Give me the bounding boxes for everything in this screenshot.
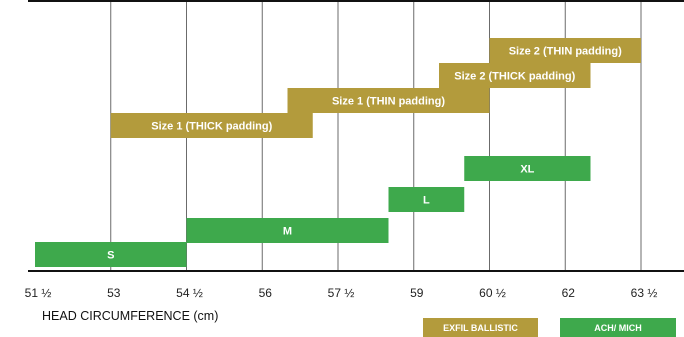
legend-swatch: [560, 318, 676, 337]
x-tick-label: 53: [107, 286, 121, 300]
x-axis-title: HEAD CIRCUMFERENCE (cm): [42, 309, 218, 323]
bar: [287, 88, 490, 113]
bar: [110, 113, 313, 138]
legend-label: EXFIL BALLISTIC: [443, 323, 518, 333]
legend-swatch: [423, 318, 538, 337]
bar-label: XL: [520, 164, 534, 176]
bar-label: S: [107, 250, 114, 262]
bar-label: Size 2 (THIN padding): [509, 46, 622, 58]
bar-label: M: [283, 226, 292, 238]
bar: [489, 38, 641, 63]
bar-label: Size 1 (THICK padding): [151, 121, 272, 133]
x-tick-labels: 51 ½ 53 54 ½ 56 57 ½ 59 60 ½ 62 63 ½: [25, 286, 658, 300]
x-tick-label: 62: [562, 286, 576, 300]
x-tick-label: 63 ½: [631, 286, 658, 300]
x-tick-label: 54 ½: [176, 286, 203, 300]
bar: [439, 63, 591, 88]
x-tick-label: 57 ½: [328, 286, 355, 300]
bar: [186, 218, 389, 243]
x-tick-label: 59: [410, 286, 424, 300]
x-tick-label: 60 ½: [479, 286, 506, 300]
legend-label: ACH/ MICH: [594, 323, 642, 333]
bars: Size 1 (THICK padding) Size 1 (THIN paddi…: [35, 38, 641, 267]
legend: EXFIL BALLISTIC ACH/ MICH: [423, 318, 676, 337]
bar: [35, 242, 187, 267]
x-tick-label: 56: [259, 286, 273, 300]
bar-label: Size 2 (THICK padding): [454, 71, 575, 83]
x-tick-label: 51 ½: [25, 286, 52, 300]
bar-label: L: [423, 195, 430, 207]
bar-label: Size 1 (THIN padding): [332, 96, 445, 108]
bar: [464, 156, 591, 181]
bar: [388, 187, 465, 212]
